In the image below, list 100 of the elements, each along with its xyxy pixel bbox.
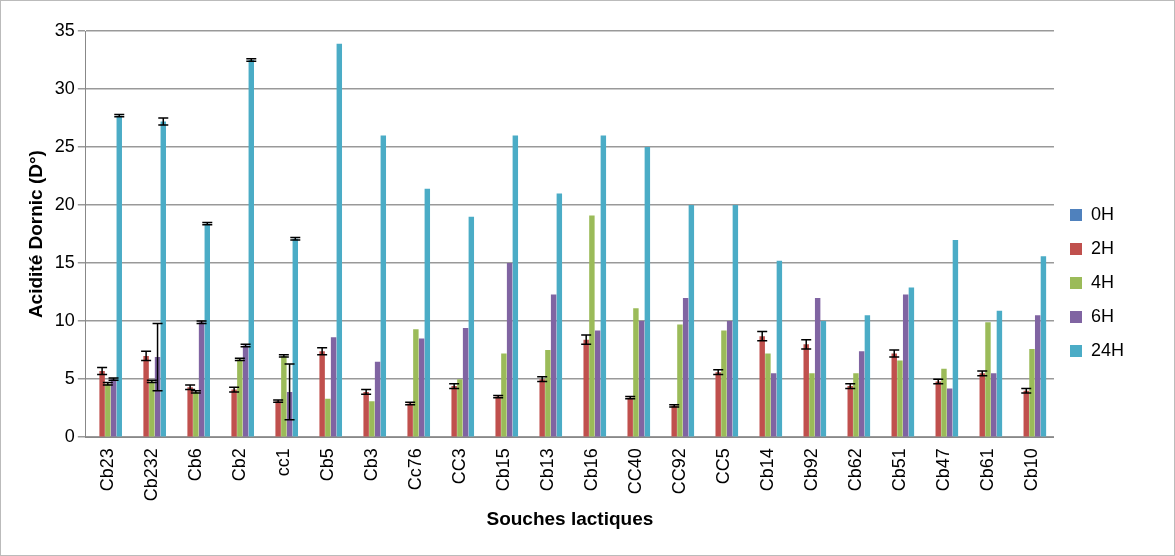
bar bbox=[908, 287, 915, 437]
x-axis-title: Souches lactiques bbox=[486, 507, 654, 529]
legend-label: 2H bbox=[1090, 237, 1114, 258]
bar bbox=[759, 336, 765, 437]
bar bbox=[143, 355, 149, 437]
bar bbox=[671, 405, 677, 437]
x-tick-label: Cb47 bbox=[932, 448, 953, 492]
bar bbox=[814, 297, 821, 437]
legend-label: 0H bbox=[1090, 203, 1114, 224]
x-tick-label: Cb61 bbox=[976, 448, 997, 492]
bar bbox=[594, 330, 601, 437]
x-tick-label: Cb51 bbox=[888, 448, 909, 492]
x-tick-label: CC40 bbox=[624, 448, 645, 495]
bar bbox=[633, 308, 639, 437]
x-tick-label: cc1 bbox=[272, 448, 293, 477]
bar bbox=[1034, 315, 1041, 437]
bar bbox=[451, 386, 457, 437]
bar bbox=[204, 223, 210, 437]
bar bbox=[539, 379, 545, 437]
x-tick-label: Cb62 bbox=[844, 448, 865, 492]
bar bbox=[325, 398, 331, 437]
bar bbox=[242, 345, 249, 437]
legend-label: 6H bbox=[1090, 305, 1114, 326]
bar bbox=[292, 238, 299, 437]
bar bbox=[374, 361, 381, 437]
y-tick-label: 0 bbox=[64, 426, 75, 447]
y-tick-label: 35 bbox=[54, 19, 75, 40]
bar bbox=[809, 373, 815, 437]
bar bbox=[627, 397, 633, 437]
bar bbox=[952, 239, 959, 437]
bar bbox=[770, 373, 777, 437]
bar bbox=[407, 403, 413, 437]
bar bbox=[715, 372, 721, 437]
bar bbox=[495, 396, 501, 437]
bar bbox=[336, 43, 343, 437]
bar bbox=[897, 360, 903, 437]
x-tick-label: CC5 bbox=[712, 448, 733, 485]
x-tick-label: Cb232 bbox=[140, 448, 161, 502]
y-axis-title: Acidité Dornic (D°) bbox=[24, 150, 46, 319]
x-tick-label: Cb2 bbox=[228, 448, 249, 482]
bar bbox=[644, 147, 651, 437]
x-tick-label: Cb15 bbox=[492, 448, 513, 492]
x-tick-label: Cb13 bbox=[536, 448, 557, 492]
x-tick-label: CC92 bbox=[668, 448, 689, 495]
bar bbox=[193, 391, 199, 437]
bar bbox=[231, 389, 237, 437]
bar bbox=[418, 338, 425, 437]
bar bbox=[820, 321, 827, 437]
bar bbox=[380, 135, 387, 437]
bar bbox=[732, 205, 739, 437]
bar bbox=[468, 216, 475, 437]
y-tick-label: 10 bbox=[54, 310, 75, 331]
bar bbox=[363, 391, 369, 437]
bar bbox=[160, 121, 166, 437]
bar bbox=[721, 330, 727, 437]
bar bbox=[187, 387, 193, 437]
bar bbox=[688, 205, 695, 437]
bar bbox=[506, 263, 513, 437]
bar bbox=[776, 260, 783, 437]
bar bbox=[550, 294, 557, 437]
bar bbox=[281, 355, 287, 437]
x-tick-label: CC3 bbox=[448, 448, 469, 485]
bar bbox=[275, 401, 281, 437]
bar bbox=[105, 383, 111, 437]
bar bbox=[198, 322, 205, 437]
bar bbox=[149, 381, 155, 437]
x-tick-label: Cb6 bbox=[184, 448, 205, 482]
bar bbox=[1040, 256, 1047, 437]
x-tick-label: Cb10 bbox=[1020, 448, 1041, 492]
bar bbox=[116, 115, 122, 437]
y-tick-label: 30 bbox=[54, 77, 75, 98]
bar bbox=[864, 315, 871, 437]
bar bbox=[600, 135, 607, 437]
bar bbox=[941, 368, 947, 437]
y-tick-label: 25 bbox=[54, 136, 75, 157]
bar bbox=[457, 379, 463, 437]
bar bbox=[765, 353, 771, 437]
bar bbox=[424, 188, 431, 437]
x-tick-label: Cb14 bbox=[756, 448, 777, 492]
x-tick-label: Cb92 bbox=[800, 448, 821, 492]
bar bbox=[985, 322, 991, 437]
y-tick-label: 20 bbox=[54, 194, 75, 215]
bar bbox=[677, 324, 683, 437]
y-tick-label: 15 bbox=[54, 252, 75, 273]
bar bbox=[990, 373, 997, 437]
bar bbox=[996, 310, 1003, 437]
bar bbox=[462, 328, 469, 437]
bar bbox=[413, 329, 419, 437]
bar bbox=[248, 60, 255, 437]
x-tick-label: Cc76 bbox=[404, 448, 425, 491]
x-tick-label: Cb3 bbox=[360, 448, 381, 482]
x-tick-label: Cb5 bbox=[316, 448, 337, 482]
bar bbox=[501, 353, 507, 437]
bar bbox=[902, 294, 909, 437]
bar bbox=[330, 337, 337, 437]
bar bbox=[853, 373, 859, 437]
bar bbox=[512, 135, 519, 437]
bar bbox=[369, 401, 375, 437]
bar bbox=[946, 388, 953, 437]
x-tick-label: Cb16 bbox=[580, 448, 601, 492]
